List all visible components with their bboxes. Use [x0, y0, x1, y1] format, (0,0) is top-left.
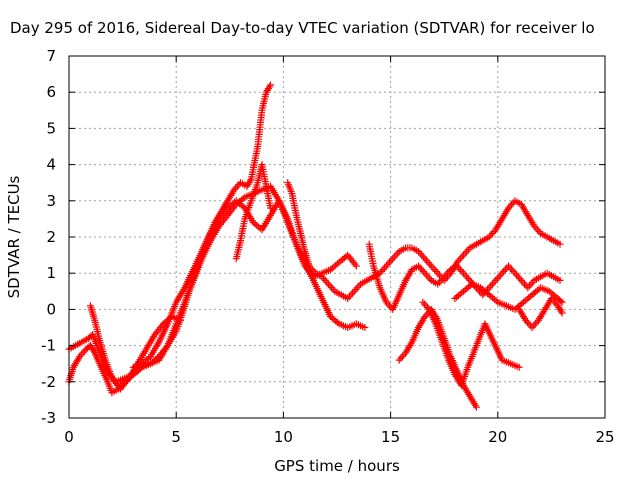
series-4 [129, 197, 360, 371]
x-tick-label: 10 [274, 428, 293, 446]
series-6 [284, 179, 564, 302]
x-tick-label: 15 [381, 428, 400, 446]
series-5-markers [232, 161, 274, 263]
y-tick-label: 2 [46, 228, 56, 246]
series-9 [419, 298, 523, 389]
y-tick-labels: -3 -2 -1 0 1 2 3 4 5 6 7 [41, 47, 56, 427]
series-3 [86, 302, 184, 393]
series-11-markers [515, 295, 566, 331]
y-tick-label: 6 [46, 83, 56, 101]
series-4-markers [129, 197, 360, 371]
x-tick-label: 25 [595, 428, 614, 446]
series-6-markers [284, 179, 564, 302]
y-axis-label: SDTVAR / TECUs [5, 175, 23, 298]
chart-title: Day 295 of 2016, Sidereal Day-to-day VTE… [10, 19, 595, 37]
x-tick-labels: 0 5 10 15 20 25 [64, 428, 614, 446]
axis-ticks [68, 55, 606, 419]
x-tick-label: 20 [488, 428, 507, 446]
series-11 [515, 295, 566, 331]
series-7 [365, 240, 564, 313]
x-axis-label: GPS time / hours [274, 457, 400, 475]
series-7-markers [365, 240, 564, 313]
y-tick-label: -1 [41, 337, 56, 355]
x-tick-label: 5 [171, 428, 181, 446]
series-5 [232, 161, 274, 263]
y-tick-label: 3 [46, 192, 56, 210]
y-tick-label: 1 [46, 264, 56, 282]
y-tick-label: -3 [41, 409, 56, 427]
series-10-markers [451, 280, 566, 313]
x-tick-label: 0 [64, 428, 74, 446]
y-tick-label: 7 [46, 47, 56, 65]
y-tick-label: 5 [46, 119, 56, 137]
series-10 [451, 280, 566, 313]
series-3-markers [86, 302, 184, 393]
series-9-markers [419, 298, 523, 389]
y-tick-label: -2 [41, 373, 56, 391]
data-markers [65, 81, 566, 411]
y-tick-label: 4 [46, 156, 56, 174]
y-tick-label: 0 [46, 300, 56, 318]
